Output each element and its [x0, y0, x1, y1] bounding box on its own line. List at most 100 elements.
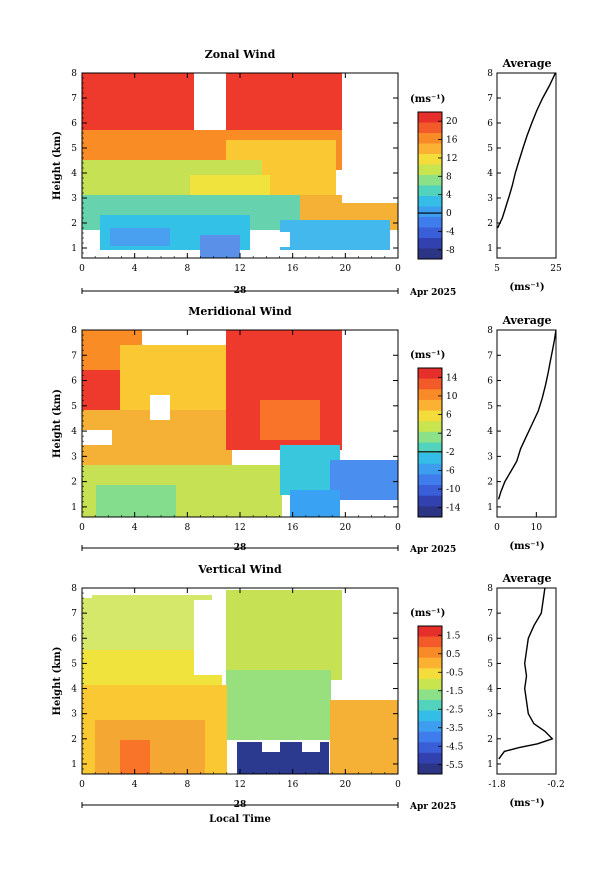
- colorbar-swatch: [418, 206, 442, 218]
- vertical-average-xlabel: (ms⁻¹): [509, 798, 544, 809]
- x-tick-label: 16: [287, 264, 299, 274]
- colorbar-swatch: [418, 710, 442, 722]
- avg-y-tick-label: 2: [487, 478, 493, 488]
- y-tick-label: 4: [71, 685, 77, 695]
- colorbar-swatch: [418, 474, 442, 486]
- colorbar-tick-label: -8: [446, 246, 455, 256]
- colorbar-unit-label: (ms⁻¹): [410, 608, 445, 619]
- colorbar-swatch: [418, 485, 442, 497]
- colorbar-swatch: [418, 752, 442, 764]
- generated-marks: 1 12 23 34 45 56 67 78 80 4 8 12 16 20 028 Apr 2025Heig…: [52, 69, 565, 812]
- avg-x-tick-label: -1.8: [488, 780, 506, 790]
- colorbar-tick-label: -6: [446, 466, 455, 476]
- avg-y-tick-label: 8: [487, 326, 493, 336]
- x-tick-label: 0: [79, 523, 85, 533]
- y-tick-label: 6: [71, 634, 77, 644]
- avg-y-tick-label: 7: [487, 609, 493, 619]
- avg-y-tick-label: 7: [487, 351, 493, 361]
- colorbar-swatch: [418, 721, 442, 733]
- colorbar-tick-label: 4: [446, 191, 452, 201]
- colorbar-swatch: [418, 636, 442, 648]
- vertical-average-frame: [496, 587, 557, 775]
- x-tick-label: 8: [184, 523, 190, 533]
- colorbar-swatch: [418, 657, 442, 669]
- day-label: 28: [234, 543, 247, 553]
- avg-x-tick-label: -0.2: [547, 780, 564, 790]
- avg-y-tick-label: 6: [487, 119, 493, 129]
- y-tick-label: 3: [71, 452, 77, 462]
- avg-x-tick-label: 0: [494, 523, 500, 533]
- y-tick-label: 4: [71, 169, 77, 179]
- avg-y-tick-label: 5: [487, 659, 493, 669]
- zonal-heatmap: [82, 73, 398, 258]
- x-tick-label: 0: [395, 264, 401, 274]
- y-tick-label: 1: [71, 244, 77, 254]
- colorbar-swatch: [418, 368, 442, 380]
- y-tick-label: 1: [71, 503, 77, 513]
- average-profile-line: [497, 73, 556, 229]
- x-tick-label: 16: [287, 780, 299, 790]
- average-profile-line: [497, 330, 556, 500]
- y-axis-label: Height (km): [52, 131, 63, 200]
- x-tick-label: 12: [234, 780, 245, 790]
- colorbar-swatch: [418, 217, 442, 228]
- colorbar-tick-label: -2.5: [446, 705, 464, 715]
- x-tick-label: 0: [395, 780, 401, 790]
- colorbar-swatch: [418, 122, 442, 134]
- avg-y-tick-label: 4: [487, 427, 493, 437]
- zonal-average-title: Average: [501, 57, 551, 70]
- y-tick-label: 3: [71, 194, 77, 204]
- colorbar-swatch: [418, 378, 442, 390]
- avg-y-tick-label: 3: [487, 710, 493, 720]
- y-tick-label: 3: [71, 710, 77, 720]
- meridional-colorbar: [417, 367, 443, 518]
- colorbar-tick-label: -0.5: [446, 668, 464, 678]
- y-tick-label: 5: [71, 402, 77, 412]
- colorbar-swatch: [418, 164, 442, 176]
- x-tick-label: 4: [132, 523, 138, 533]
- colorbar-unit-label: (ms⁻¹): [410, 350, 445, 361]
- colorbar-tick-label: -3.5: [446, 724, 464, 734]
- meridional-average-frame: [496, 329, 557, 518]
- avg-y-tick-label: 5: [487, 402, 493, 412]
- colorbar-swatch: [418, 196, 442, 207]
- x-tick-label: 16: [287, 523, 299, 533]
- avg-y-tick-label: 3: [487, 194, 493, 204]
- avg-y-tick-label: 4: [487, 685, 493, 695]
- x-tick-label: 4: [132, 780, 138, 790]
- x-tick-label: 12: [234, 264, 245, 274]
- colorbar-swatch: [418, 506, 442, 518]
- colorbar-swatch: [418, 689, 442, 701]
- colorbar-swatch: [418, 133, 442, 144]
- colorbar-swatch: [418, 700, 442, 712]
- meridional-title: Meridional Wind: [188, 305, 292, 318]
- y-tick-label: 8: [71, 326, 77, 336]
- zonal-title: Zonal Wind: [205, 48, 276, 61]
- y-tick-label: 2: [71, 735, 77, 745]
- vertical-title: Vertical Wind: [197, 563, 282, 576]
- y-tick-label: 2: [71, 478, 77, 488]
- x-tick-label: 8: [184, 780, 190, 790]
- y-tick-label: 8: [71, 584, 77, 594]
- x-axis-label: Local Time: [209, 814, 271, 825]
- x-tick-label: 0: [395, 523, 401, 533]
- avg-x-tick-label: 25: [550, 264, 562, 274]
- y-tick-label: 7: [71, 94, 77, 104]
- y-tick-label: 4: [71, 427, 77, 437]
- meridional-average-xlabel: (ms⁻¹): [509, 541, 544, 552]
- avg-y-tick-label: 8: [487, 584, 493, 594]
- colorbar-swatch: [418, 678, 442, 690]
- y-tick-label: 1: [71, 760, 77, 770]
- zonal-panel: Zonal Wind Average: [81, 48, 557, 293]
- colorbar-tick-label: -10: [446, 485, 461, 495]
- colorbar-swatch: [418, 442, 442, 454]
- colorbar-tick-label: 8: [446, 172, 452, 182]
- y-tick-label: 8: [71, 69, 77, 79]
- colorbar-tick-label: -4: [446, 227, 455, 237]
- y-tick-label: 6: [71, 119, 77, 129]
- y-axis-label: Height (km): [52, 389, 63, 458]
- avg-y-tick-label: 1: [487, 244, 493, 254]
- colorbar-swatch: [418, 154, 442, 165]
- colorbar-swatch: [418, 647, 442, 659]
- avg-y-tick-label: 2: [487, 735, 493, 745]
